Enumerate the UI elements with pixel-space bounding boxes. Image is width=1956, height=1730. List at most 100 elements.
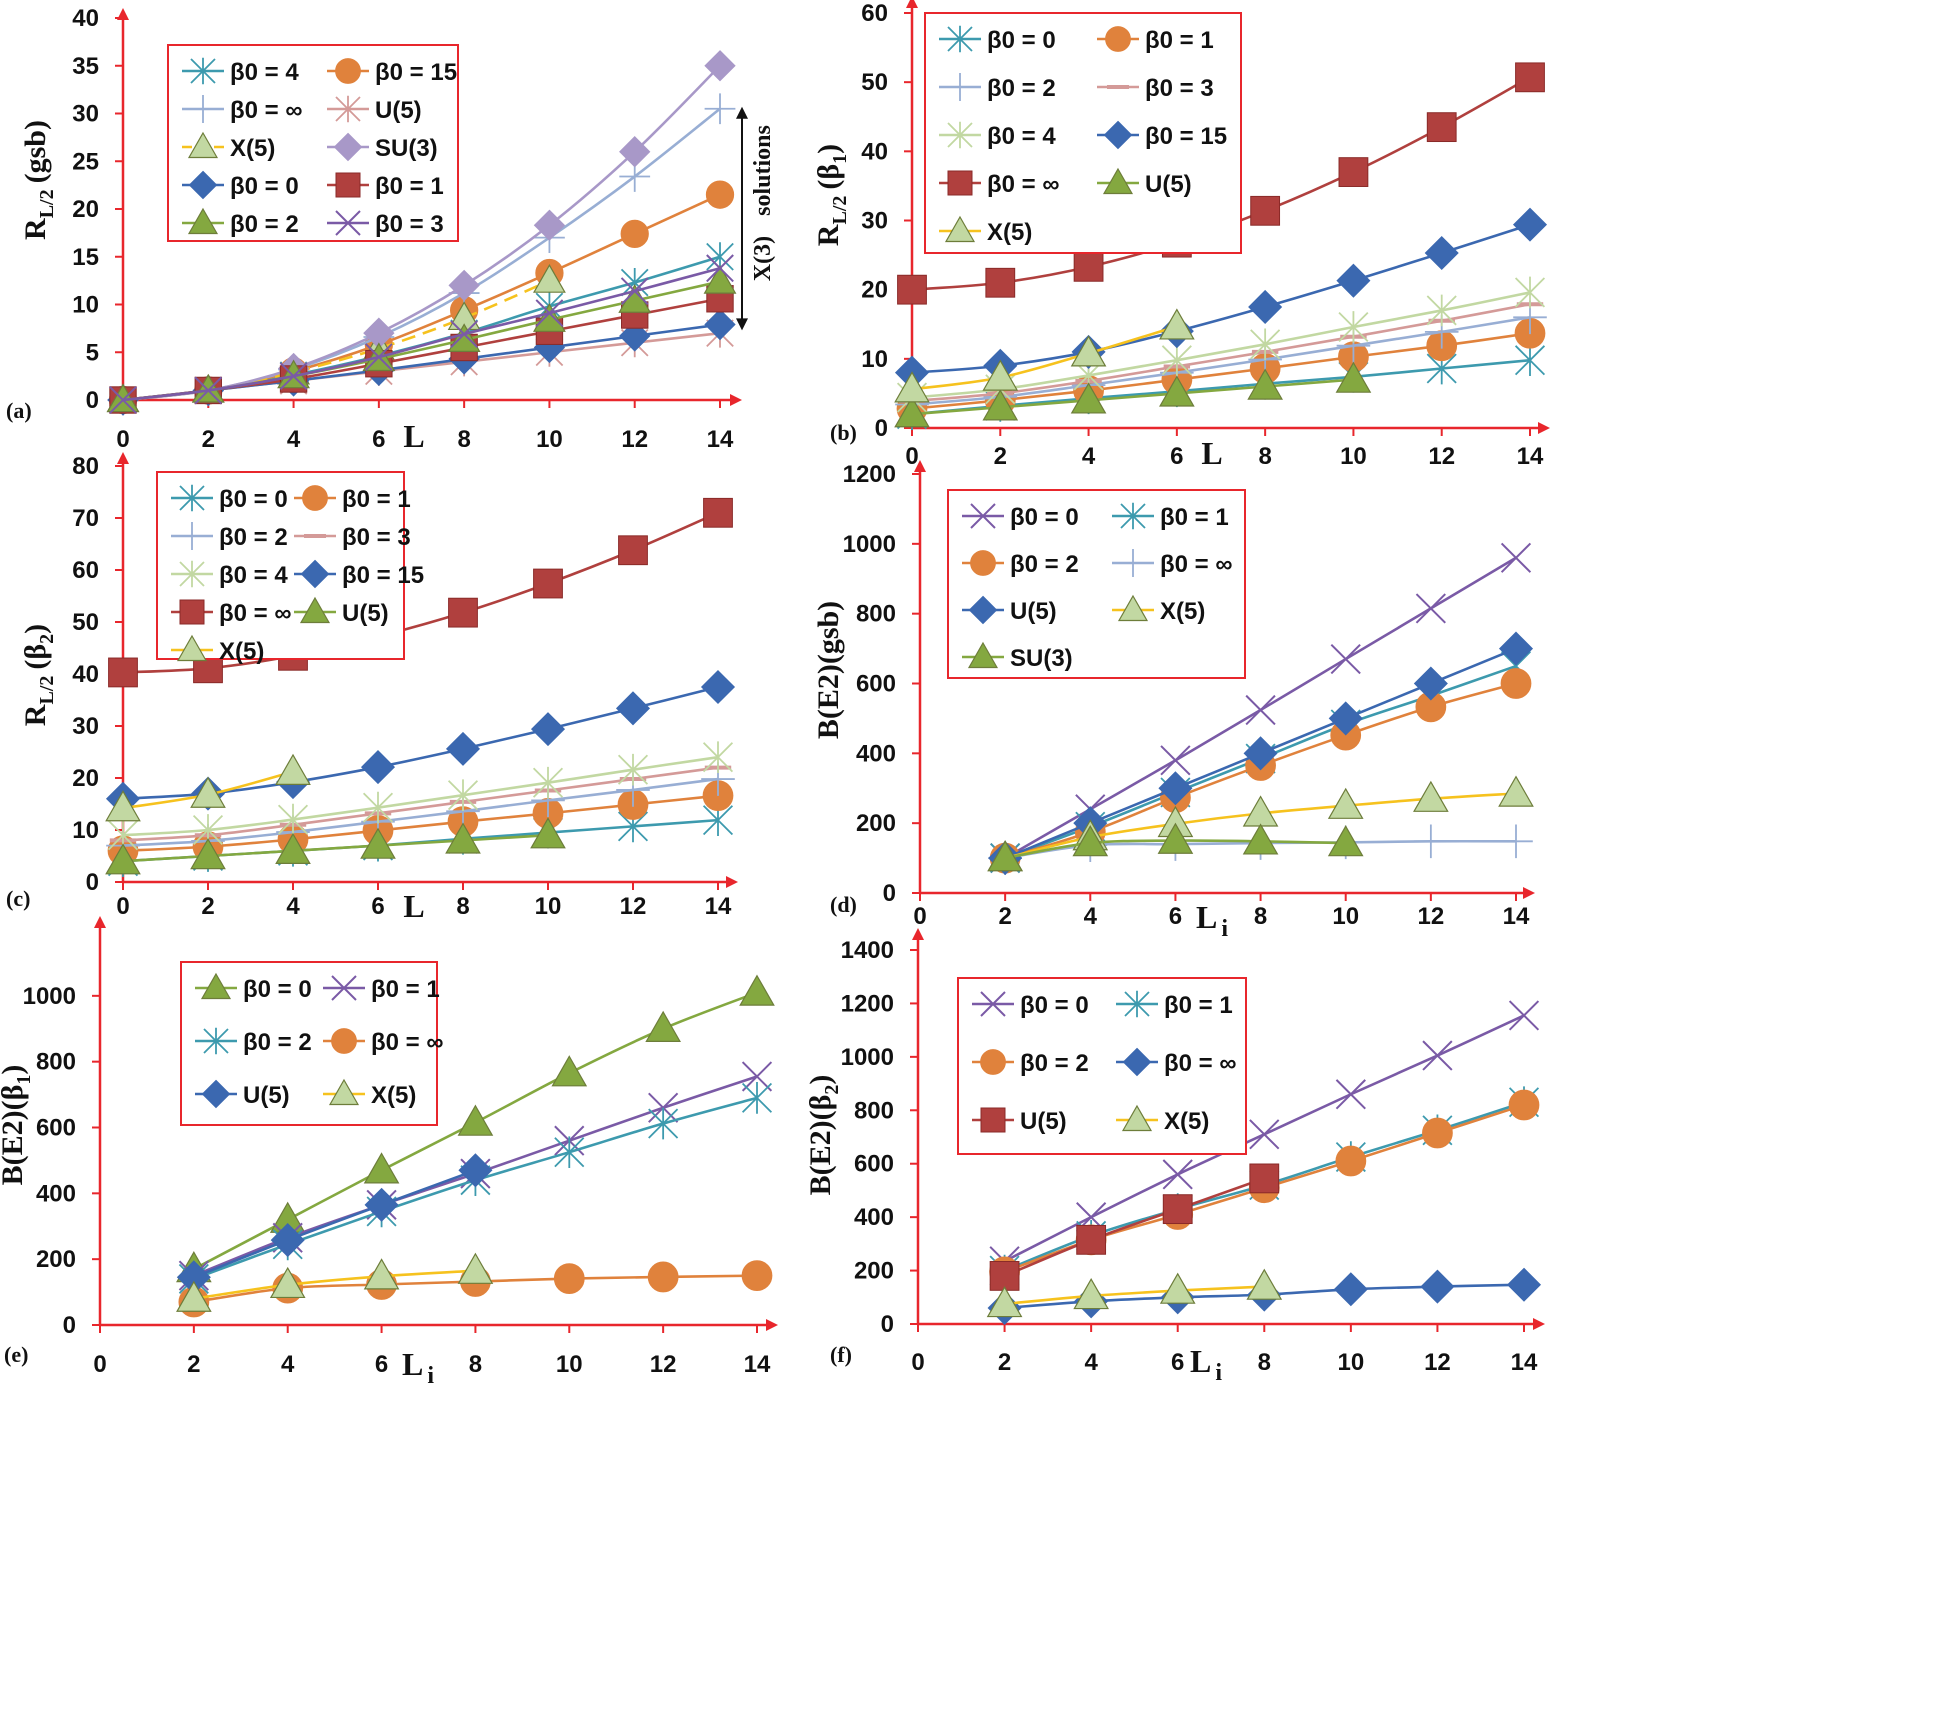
y-tick-label: 25	[72, 148, 99, 175]
legend-label: β0 = 1	[1145, 27, 1214, 54]
legend-label: β0 = 0	[987, 27, 1056, 54]
y-tick-label: 60	[861, 0, 888, 27]
y-axis-arrow-c	[117, 452, 129, 464]
x-tick-label: 14	[1503, 903, 1530, 930]
legend-entry: β0 = ∞	[182, 95, 302, 124]
data-point	[705, 180, 735, 209]
legend-entry: β0 = 15	[294, 559, 424, 589]
legend-label: SU(3)	[1010, 645, 1073, 672]
legend-box	[947, 489, 1246, 679]
x-axis-label-a: L	[403, 418, 424, 454]
x-tick-label: 4	[287, 426, 301, 453]
y-tick-label: 600	[856, 671, 896, 698]
x-tick-label: 2	[994, 443, 1007, 470]
legend-marker	[335, 172, 361, 198]
legend-marker	[947, 121, 973, 149]
y-tick-label: 0	[881, 1311, 894, 1338]
data-point	[530, 712, 566, 747]
data-point	[1498, 631, 1534, 666]
x-tick-label: 4	[1084, 903, 1098, 930]
legend-marker	[302, 485, 328, 511]
legend-label: β0 = 3	[375, 211, 444, 238]
y-tick-label: 0	[875, 415, 888, 442]
legend-label: β0 = 15	[342, 562, 424, 589]
x-tick-label: 4	[1082, 443, 1096, 470]
data-point	[1514, 276, 1546, 309]
y-tick-label: 800	[36, 1049, 76, 1076]
x-tick-label: 12	[1424, 1349, 1451, 1376]
legend-label: X(5)	[230, 135, 275, 162]
data-point	[448, 269, 480, 302]
y-label-sub-symbol: 1	[13, 1075, 35, 1085]
legend-label: β0 = 1	[1160, 504, 1229, 531]
legend-marker	[335, 210, 361, 236]
legend-entry: β0 = 1	[1112, 502, 1229, 531]
data-point	[363, 1152, 400, 1184]
legend-label: β0 = 2	[987, 75, 1056, 102]
legend-b: β0 = 0 β0 = 1 β0 = 2 β0 = 3 β0 = 4 β0 = 15 β0 …	[924, 12, 1242, 254]
panel-label-a: (a)	[6, 398, 32, 423]
data-point	[741, 1082, 773, 1114]
y-label-main: R	[19, 218, 52, 240]
data-point	[741, 1260, 773, 1292]
x-tick-label: 0	[911, 1349, 924, 1376]
legend-marker	[980, 991, 1006, 1017]
y-tick-label: 1000	[841, 1044, 894, 1071]
legend-entry: X(5)	[323, 1078, 416, 1109]
chart-panel-f: 0 2 4 6 8 10 12 14 0 200 400 600 800 1000 1200 1400 B(E2…	[804, 928, 1545, 1386]
data-point	[447, 779, 479, 811]
y-axis-arrow-b	[906, 0, 918, 8]
x-axis-arrow-e	[766, 1319, 778, 1331]
legend-entry: β0 = 1	[327, 172, 444, 200]
legend-entry: β0 = 15	[1097, 120, 1227, 150]
x-axis-arrow-a	[730, 394, 742, 406]
series-f-0	[989, 1000, 1540, 1277]
legend-e: β0 = 0 β0 = 1 β0 = 2 β0 = ∞ U(5) X(5)	[180, 961, 443, 1126]
data-point	[1070, 335, 1107, 367]
x-tick-label: 12	[1418, 903, 1445, 930]
legend-f: β0 = 0 β0 = 1 β0 = 2 β0 = ∞ U(5) X(5)	[957, 977, 1247, 1155]
data-point	[269, 1266, 306, 1299]
legend-entry: β0 = ∞	[323, 1028, 443, 1056]
legend-marker	[335, 95, 361, 123]
data-point	[448, 597, 478, 628]
legend-label: β0 = 2	[1020, 1050, 1089, 1077]
legend-entry: β0 = 0	[171, 484, 288, 513]
y-tick-label: 600	[854, 1151, 894, 1178]
data-point	[704, 50, 736, 82]
legend-entry: β0 = 4	[171, 560, 288, 589]
x-tick-label: 6	[1171, 1349, 1184, 1376]
x-label-sub: i	[1221, 916, 1228, 942]
data-point	[1500, 668, 1532, 699]
data-point	[1243, 736, 1278, 771]
series-e-4	[176, 1153, 493, 1295]
data-point	[1327, 787, 1364, 819]
legend-entry: β0 = 4	[939, 121, 1056, 150]
x-tick-label: 10	[535, 893, 562, 920]
legend-marker	[1102, 167, 1134, 195]
series-line	[122, 755, 719, 837]
data-point	[1072, 825, 1109, 857]
legend-label: β0 = 2	[230, 211, 299, 238]
x-tick-label: 10	[1338, 1349, 1365, 1376]
y-label-sub-symbol: 2	[36, 634, 58, 644]
legend-entry: U(5)	[327, 95, 422, 124]
data-point	[109, 386, 137, 414]
y-tick-label: 30	[72, 713, 99, 740]
data-point	[700, 669, 736, 705]
legend-marker	[203, 1027, 229, 1055]
data-point	[1247, 368, 1283, 400]
legend-label: β0 = 0	[243, 976, 312, 1003]
x-tick-label: 0	[116, 426, 129, 453]
data-point	[532, 303, 566, 332]
legend-entry: X(5)	[939, 215, 1032, 246]
legend-label: X(5)	[219, 638, 264, 665]
data-point	[1162, 1194, 1193, 1225]
data-point	[618, 535, 648, 566]
y-tick-label: 10	[72, 292, 99, 319]
legend-entry: X(5)	[182, 131, 275, 162]
x-tick-label: 0	[905, 443, 918, 470]
panel-label-d: (d)	[830, 892, 857, 917]
data-point	[1073, 251, 1104, 282]
data-point	[553, 1263, 585, 1294]
